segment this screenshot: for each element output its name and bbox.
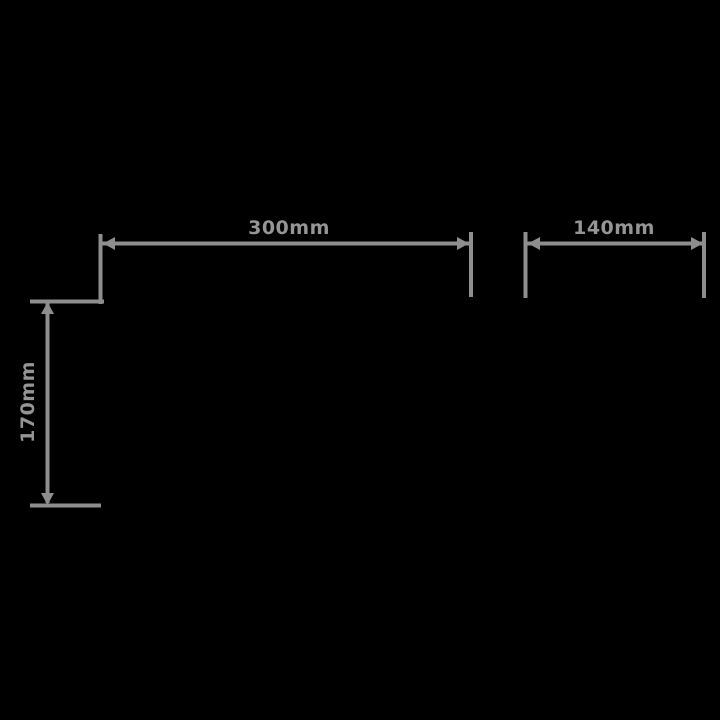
dimension-line	[102, 241, 470, 246]
dimension-left-height: 170mm	[17, 299, 104, 508]
extension-line-left	[98, 234, 103, 304]
dimension-label-rotated: 170mm	[17, 361, 39, 443]
dimension-label: 300mm	[248, 217, 330, 239]
dimension-top-right-width: 140mm	[523, 217, 706, 298]
dimension-top-left-width: 300mm	[98, 217, 473, 304]
extension-line-right	[469, 232, 473, 297]
extension-line-top	[30, 299, 104, 304]
dimension-line	[45, 303, 50, 503]
dimension-line	[527, 241, 704, 246]
arrowhead-right	[457, 237, 469, 250]
dimension-label: 140mm	[573, 217, 655, 239]
extension-line-bottom	[30, 503, 101, 508]
extension-line-left	[523, 232, 528, 298]
arrowhead-left	[528, 237, 540, 250]
arrowhead-up	[41, 302, 54, 314]
arrowhead-left	[103, 237, 115, 250]
extension-line-right	[702, 232, 706, 298]
arrowhead-right	[691, 237, 703, 250]
arrowhead-down	[41, 493, 54, 505]
